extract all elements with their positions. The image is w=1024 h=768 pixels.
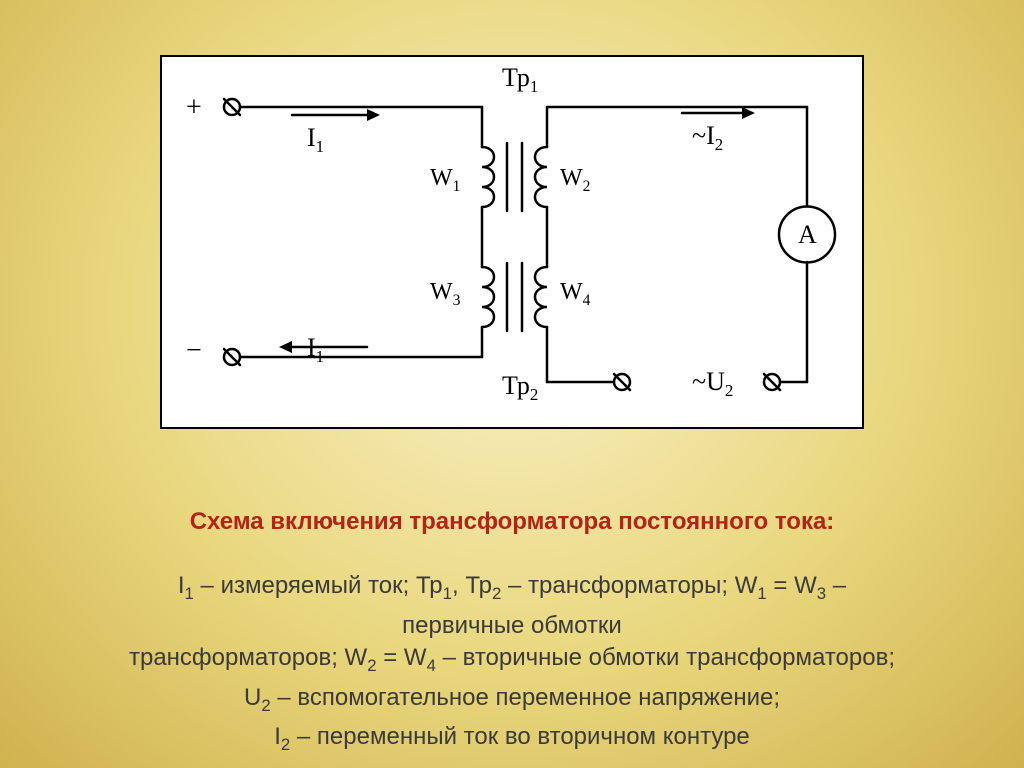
label-Tp1: Тр1 bbox=[502, 63, 538, 97]
label-minus: − bbox=[186, 335, 202, 367]
label-I1-top: I1 bbox=[307, 123, 324, 157]
label-W4: W4 bbox=[560, 279, 590, 310]
label-I1-bot: I1 bbox=[307, 333, 324, 367]
label-A: A bbox=[798, 220, 817, 250]
label-plus: + bbox=[186, 92, 202, 124]
label-I2: ~I2 bbox=[692, 121, 723, 155]
page-root: + − I1 I1 Тр1 Тр2 W1 W2 W3 W4 ~I2 ~U2 bbox=[0, 0, 1024, 768]
diagram-description: I1 – измеряемый ток; Тр1, Тр2 – трансфор… bbox=[0, 570, 1024, 761]
label-W1: W1 bbox=[430, 165, 460, 196]
label-W2: W2 bbox=[560, 165, 590, 196]
label-W3: W3 bbox=[430, 279, 460, 310]
diagram-title: Схема включения трансформатора постоянно… bbox=[0, 508, 1024, 536]
label-U2: ~U2 bbox=[692, 367, 733, 401]
label-Tp2: Тр2 bbox=[502, 371, 538, 405]
circuit-diagram: + − I1 I1 Тр1 Тр2 W1 W2 W3 W4 ~I2 ~U2 bbox=[160, 55, 864, 429]
